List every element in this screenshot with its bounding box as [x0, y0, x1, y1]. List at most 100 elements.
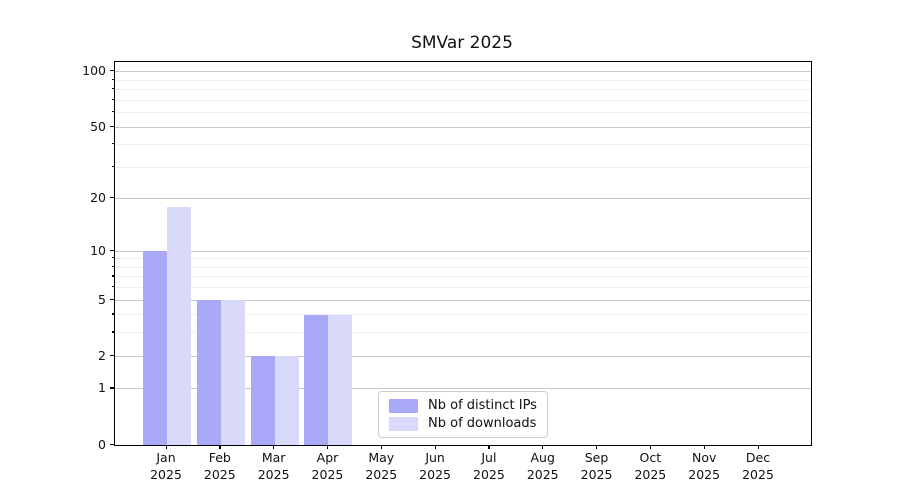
y-tick-label: 1	[98, 380, 106, 396]
y-tick-label: 50	[90, 118, 106, 134]
x-tick-year: 2025	[311, 466, 344, 482]
y-tick-mark	[110, 197, 114, 199]
x-tick-mark	[434, 445, 436, 449]
major-gridline	[115, 198, 811, 200]
x-tick-year: 2025	[257, 466, 290, 482]
x-tick-month: Oct	[639, 450, 662, 465]
y-tick-mark	[110, 443, 114, 445]
minor-gridline	[115, 287, 811, 289]
y-tick-label: 0	[98, 436, 106, 452]
y-tick-label: 20	[90, 190, 106, 206]
x-tick-label-mar: Mar 2025	[244, 450, 304, 483]
x-tick-mark	[542, 445, 544, 449]
x-tick-year: 2025	[634, 466, 667, 482]
minor-gridline	[115, 79, 811, 81]
minor-gridline	[115, 99, 811, 101]
y-tick-label: 10	[90, 242, 106, 258]
x-tick-month: Jul	[481, 450, 497, 465]
minor-gridline	[115, 258, 811, 260]
y-tick-mark	[110, 354, 114, 356]
x-tick-month: Sep	[584, 450, 609, 465]
x-tick-label-may: May 2025	[351, 450, 411, 483]
y-minor-tick-mark	[112, 331, 114, 333]
y-tick-label: 2	[98, 347, 106, 363]
y-tick-mark	[110, 298, 114, 300]
x-tick-label-dec: Dec 2025	[728, 450, 788, 483]
x-tick-mark	[596, 445, 598, 449]
y-minor-tick-mark	[112, 257, 114, 259]
minor-gridline	[115, 314, 811, 316]
x-tick-month: May	[368, 450, 395, 465]
legend-item-downloads: Nb of downloads	[389, 416, 537, 431]
x-tick-month: Mar	[261, 450, 286, 465]
bar-mar-downloads	[274, 356, 299, 445]
legend: Nb of distinct IPs Nb of downloads	[378, 391, 548, 438]
x-tick-label-aug: Aug 2025	[513, 450, 573, 483]
minor-gridline	[115, 266, 811, 268]
legend-label: Nb of distinct IPs	[428, 398, 537, 413]
y-minor-tick-mark	[112, 275, 114, 277]
minor-gridline	[115, 144, 811, 146]
chart-title: SMVar 2025	[411, 33, 513, 53]
y-minor-tick-mark	[112, 165, 114, 167]
bar-mar-distinct-ips	[250, 356, 275, 445]
y-minor-tick-mark	[112, 88, 114, 90]
bar-apr-distinct-ips	[304, 314, 329, 445]
bar-jan-downloads	[167, 206, 191, 445]
minor-gridline	[115, 112, 811, 114]
major-gridline	[115, 126, 811, 128]
x-tick-year: 2025	[203, 466, 236, 482]
x-tick-year: 2025	[150, 466, 182, 482]
x-tick-year: 2025	[742, 466, 774, 482]
x-tick-label-nov: Nov 2025	[674, 450, 734, 483]
major-gridline	[115, 388, 811, 390]
major-gridline	[115, 355, 811, 357]
x-tick-mark	[649, 445, 652, 449]
x-tick-month: Jan	[156, 450, 176, 465]
y-minor-tick-mark	[112, 265, 114, 267]
legend-label: Nb of downloads	[428, 416, 537, 431]
x-tick-label-sep: Sep 2025	[567, 450, 627, 483]
x-tick-month: Aug	[530, 450, 555, 465]
x-tick-label-jul: Jul 2025	[459, 450, 519, 483]
minor-gridline	[115, 276, 811, 278]
bar-jan-distinct-ips	[143, 251, 167, 445]
x-tick-month: Apr	[316, 450, 339, 465]
y-minor-tick-mark	[112, 286, 114, 288]
legend-swatch-icon	[389, 398, 418, 413]
x-tick-year: 2025	[365, 466, 398, 482]
bar-feb-downloads	[220, 300, 245, 445]
x-tick-label-apr: Apr 2025	[297, 450, 357, 483]
legend-swatch-icon	[389, 416, 418, 431]
x-tick-year: 2025	[580, 466, 613, 482]
x-tick-year: 2025	[473, 466, 505, 482]
bar-feb-distinct-ips	[196, 300, 221, 445]
x-tick-month: Feb	[208, 450, 231, 465]
x-tick-mark	[488, 445, 490, 449]
x-tick-mark	[165, 445, 167, 449]
minor-gridline	[115, 89, 811, 91]
x-tick-year: 2025	[688, 466, 721, 482]
y-minor-tick-mark	[112, 143, 114, 145]
y-minor-tick-mark	[112, 98, 114, 100]
x-tick-mark	[380, 445, 382, 449]
major-gridline	[115, 250, 811, 252]
y-tick-mark	[110, 70, 114, 72]
x-tick-label-jan: Jan 2025	[136, 450, 196, 483]
plot-area	[114, 61, 812, 446]
y-tick-mark	[110, 249, 114, 251]
x-tick-mark	[273, 445, 275, 449]
x-tick-mark	[757, 445, 759, 449]
x-tick-month: Jun	[425, 450, 445, 465]
x-tick-label-oct: Oct 2025	[620, 450, 680, 483]
x-tick-month: Dec	[745, 450, 771, 465]
major-gridline	[115, 71, 811, 73]
y-minor-tick-mark	[112, 78, 114, 80]
x-tick-month: Nov	[691, 450, 717, 465]
x-tick-mark	[703, 445, 705, 449]
y-tick-mark	[110, 387, 114, 389]
major-gridline	[115, 299, 811, 301]
x-tick-year: 2025	[419, 466, 451, 482]
minor-gridline	[115, 166, 811, 168]
